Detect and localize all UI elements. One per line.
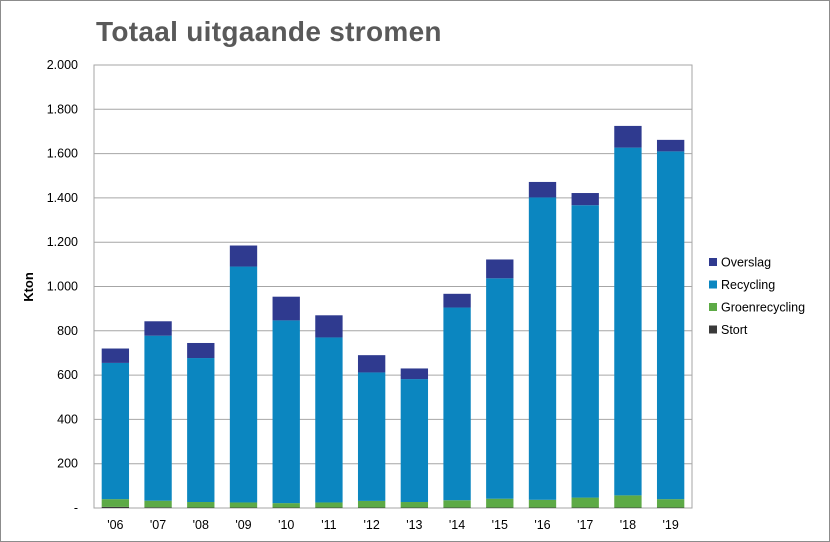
x-tick-label: '18 [620, 518, 636, 532]
bar-segment-recycling [486, 278, 514, 499]
bar-stack [528, 181, 557, 508]
bar-segment-overslag [315, 315, 343, 338]
bar-segment-stort [144, 507, 172, 508]
bar-stack [315, 315, 343, 508]
gridlines [93, 64, 693, 509]
y-axis-label: Kton [21, 272, 36, 302]
bar-segment-recycling [528, 197, 557, 500]
x-tick-label: '07 [150, 518, 166, 532]
x-tick-label: '09 [235, 518, 251, 532]
bar-stack [229, 245, 258, 508]
bar-segment-groenrecycling [229, 502, 258, 508]
y-tick-label: 1.600 [47, 147, 78, 161]
bar-segment-recycling [400, 379, 429, 503]
bar-segment-overslag [571, 193, 599, 206]
legend: Overslag Recycling Groenrecycling Stort [709, 256, 805, 337]
x-tick-label: '17 [577, 518, 593, 532]
legend-label: Overslag [721, 256, 771, 270]
bar-segment-groenrecycling [528, 499, 557, 508]
bar-segment-overslag [400, 368, 429, 380]
bar-segment-groenrecycling [187, 502, 215, 508]
bars [101, 125, 685, 508]
bar-segment-groenrecycling [315, 502, 343, 508]
y-tick-label: 2.000 [47, 58, 78, 72]
x-tick-label: '10 [278, 518, 294, 532]
x-tick-label: '16 [534, 518, 550, 532]
bar-stack [656, 139, 685, 508]
y-tick-label: 400 [57, 412, 78, 426]
legend-label: Recycling [721, 278, 775, 292]
bar-segment-overslag [443, 293, 471, 308]
bar-segment-recycling [187, 358, 215, 503]
chart-title: Totaal uitgaande stromen [96, 16, 442, 47]
y-tick-label: - [74, 501, 78, 515]
bar-stack [400, 368, 429, 508]
x-tick-label: '11 [321, 518, 336, 532]
bar-segment-recycling [357, 372, 386, 501]
bar-stack [486, 259, 514, 508]
x-tick-label: '08 [193, 518, 209, 532]
bar-segment-groenrecycling [656, 499, 685, 508]
bar-segment-groenrecycling [357, 500, 386, 508]
bar-segment-overslag [101, 348, 130, 363]
legend-label: Groenrecycling [721, 301, 805, 315]
legend-label: Stort [721, 323, 748, 337]
y-tick-label: 800 [57, 324, 78, 338]
bar-segment-stort [101, 506, 130, 508]
y-tick-label: 1.200 [47, 235, 78, 249]
bar-segment-recycling [614, 147, 642, 496]
x-tick-label: '15 [492, 518, 508, 532]
bar-stack [144, 321, 172, 508]
bar-segment-overslag [656, 139, 685, 152]
bar-stack [614, 125, 642, 508]
bar-segment-overslag [357, 355, 386, 373]
bar-segment-recycling [272, 320, 300, 504]
bar-stack [101, 348, 130, 508]
bar-stack [571, 193, 599, 508]
bar-stack [187, 342, 215, 508]
bar-segment-overslag [528, 181, 557, 198]
y-tick-label: 600 [57, 368, 78, 382]
bar-segment-recycling [443, 307, 471, 501]
x-tick-label: '13 [406, 518, 422, 532]
x-tick-label: '19 [662, 518, 678, 532]
bar-segment-groenrecycling [272, 503, 300, 508]
bar-segment-groenrecycling [571, 497, 599, 508]
bar-segment-groenrecycling [400, 502, 429, 508]
bar-segment-recycling [656, 151, 685, 500]
y-tick-label: 1.800 [47, 102, 78, 116]
legend-swatch [709, 325, 717, 334]
bar-segment-overslag [187, 342, 215, 359]
bar-stack [272, 296, 300, 508]
bar-segment-groenrecycling [486, 498, 514, 508]
axes: - 200 400 600 800 1.000 1.200 1.400 1.600 1.800 2.… [47, 58, 679, 532]
y-tick-label: 1.000 [47, 280, 78, 294]
x-tick-label: '06 [107, 518, 123, 532]
bar-stack [443, 293, 471, 508]
bar-segment-recycling [101, 362, 130, 500]
bar-segment-recycling [315, 337, 343, 503]
bar-segment-groenrecycling [144, 500, 172, 508]
bar-segment-overslag [614, 125, 642, 148]
bar-segment-recycling [571, 205, 599, 498]
legend-swatch [709, 280, 717, 289]
bar-segment-groenrecycling [443, 500, 471, 508]
y-tick-label: 200 [57, 457, 78, 471]
bar-segment-groenrecycling [101, 499, 130, 507]
bar-segment-groenrecycling [614, 495, 642, 508]
bar-segment-overslag [486, 259, 514, 279]
legend-swatch [709, 303, 717, 311]
x-tick-label: '14 [449, 518, 465, 532]
y-tick-label: 1.400 [47, 191, 78, 205]
bar-segment-recycling [144, 335, 172, 501]
bar-segment-overslag [144, 321, 172, 336]
x-tick-label: '12 [363, 518, 379, 532]
bar-segment-overslag [229, 245, 258, 267]
bar-segment-recycling [229, 266, 258, 503]
legend-swatch [709, 258, 717, 266]
bar-segment-overslag [272, 296, 300, 321]
bar-stack [357, 355, 386, 508]
